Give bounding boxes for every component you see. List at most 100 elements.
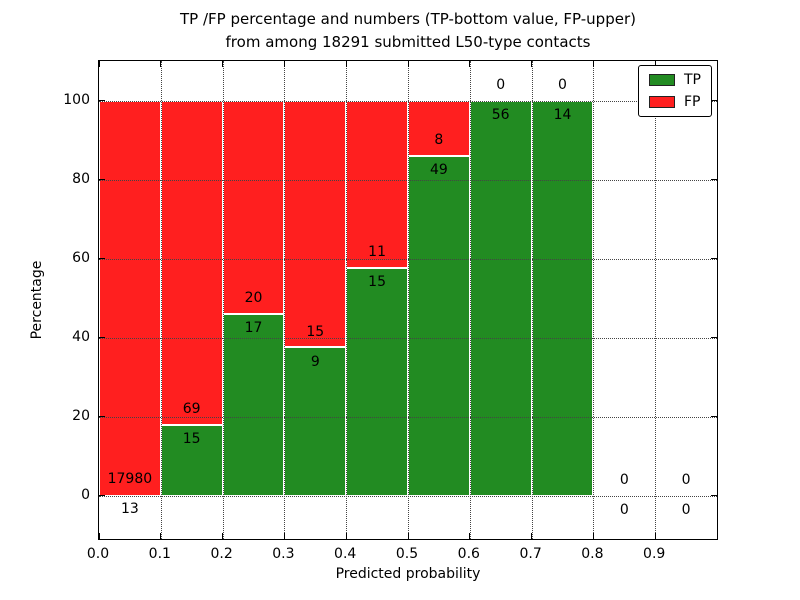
y-tick-left: [99, 416, 105, 418]
x-tick-label: 0.0: [86, 546, 110, 562]
x-tick-top: [469, 61, 471, 67]
bar-segment-fp: [99, 100, 161, 496]
x-tick-bottom: [469, 533, 471, 539]
y-tick-right: [711, 416, 717, 418]
x-tick-bottom: [654, 533, 656, 539]
v-gridline: [469, 61, 471, 539]
fp-count-label: 15: [306, 323, 325, 340]
x-tick-label: 0.5: [395, 546, 419, 562]
fp-count-label: 69: [182, 401, 201, 418]
bar-segment-tp: [346, 267, 408, 496]
legend-label-tp: TP: [684, 72, 701, 88]
x-tick-bottom: [407, 533, 409, 539]
x-tick-top: [283, 61, 285, 67]
fp-count-label: 0: [681, 471, 691, 488]
y-tick-right: [711, 100, 717, 101]
legend-item-tp: TP: [649, 73, 701, 87]
y-tick-label: 100: [63, 91, 90, 108]
fp-count-label: 20: [244, 290, 263, 307]
x-tick-bottom: [716, 533, 718, 539]
fp-count-label: 8: [434, 132, 444, 148]
tp-count-label: 0: [619, 501, 629, 518]
v-gridline: [408, 61, 409, 539]
tp-count-label: 49: [429, 162, 448, 179]
tp-count-label: 13: [120, 501, 139, 518]
fp-count-label: 0: [496, 76, 506, 93]
y-tick-left: [99, 100, 105, 101]
x-tick-top: [654, 61, 656, 67]
v-gridline: [160, 61, 162, 539]
chart-title: TP /FP percentage and numbers (TP-bottom…: [98, 8, 718, 54]
x-tick-bottom: [222, 533, 224, 539]
bar-segment-fp: [160, 100, 223, 425]
x-tick-top: [222, 61, 224, 67]
x-tick-top: [160, 61, 162, 67]
x-tick-bottom: [98, 533, 100, 539]
v-gridline: [346, 61, 348, 539]
x-tick-label: 0.3: [272, 546, 295, 562]
fp-count-label: 17980: [107, 471, 153, 488]
fp-count-label: 0: [558, 76, 567, 93]
x-tick-top: [531, 61, 533, 67]
tp-count-label: 15: [182, 431, 201, 448]
x-tick-label: 0.7: [519, 546, 542, 562]
y-tick-right: [711, 258, 717, 260]
bar-segment-tp: [408, 155, 470, 496]
x-tick-bottom: [160, 533, 162, 539]
y-tick-right: [711, 495, 717, 497]
legend-swatch-fp-icon: [649, 96, 675, 108]
x-tick-label: 0.6: [457, 546, 480, 562]
v-gridline: [222, 61, 224, 539]
bar-segment-tp: [160, 424, 223, 496]
x-tick-top: [407, 61, 409, 67]
x-tick-bottom: [592, 533, 594, 539]
y-tick-right: [711, 337, 717, 339]
fp-count-label: 11: [368, 243, 387, 260]
legend-item-fp: FP: [649, 95, 701, 109]
y-tick-label: 80: [72, 170, 90, 187]
x-tick-label: 0.4: [334, 546, 357, 562]
tp-count-label: 15: [368, 273, 387, 290]
tp-count-label: 17: [244, 320, 263, 337]
y-tick-label: 60: [72, 249, 90, 266]
y-tick-left: [99, 337, 105, 339]
v-gridline: [531, 61, 533, 539]
x-axis-label: Predicted probability: [335, 566, 481, 582]
chart-title-line2: from among 18291 submitted L50-type cont…: [225, 33, 591, 51]
bar-segment-tp: [469, 100, 532, 496]
tp-count-label: 14: [553, 106, 572, 123]
bar-segment-tp: [531, 100, 594, 496]
legend-swatch-tp-icon: [649, 74, 675, 86]
bar-segment-tp: [284, 347, 347, 496]
x-tick-top: [592, 61, 594, 67]
fp-count-label: 0: [619, 471, 629, 488]
v-gridline: [593, 61, 595, 539]
bar-segment-tp: [222, 314, 285, 496]
y-tick-label: 40: [72, 328, 90, 345]
tp-count-label: 9: [310, 353, 320, 370]
v-gridline: [284, 61, 286, 539]
x-tick-top: [716, 61, 718, 67]
legend: TP FP: [638, 65, 712, 117]
y-tick-label: 20: [72, 407, 90, 424]
y-tick-right: [711, 179, 717, 180]
bar-segment-fp: [346, 100, 408, 268]
bar-segment-fp: [222, 100, 285, 315]
legend-label-fp: FP: [684, 94, 701, 110]
x-tick-label: 0.9: [643, 546, 666, 562]
x-tick-bottom: [283, 533, 285, 539]
y-tick-left: [99, 258, 105, 260]
x-tick-label: 0.1: [148, 546, 171, 562]
x-tick-label: 0.2: [210, 546, 233, 562]
x-tick-top: [345, 61, 347, 67]
bar-segment-fp: [284, 100, 347, 348]
x-tick-bottom: [345, 533, 347, 539]
y-tick-label: 0: [81, 486, 90, 503]
x-tick-top: [98, 61, 100, 67]
tp-count-label: 0: [681, 501, 691, 518]
y-tick-left: [99, 179, 105, 180]
tp-count-label: 56: [491, 106, 510, 123]
v-gridline: [655, 61, 657, 539]
plot-area: TP FP 17980 13 69 15 20 17 15 9 11 15 8 49 0 56 0 14 0 0 0 0: [98, 60, 718, 540]
y-tick-left: [99, 495, 105, 497]
